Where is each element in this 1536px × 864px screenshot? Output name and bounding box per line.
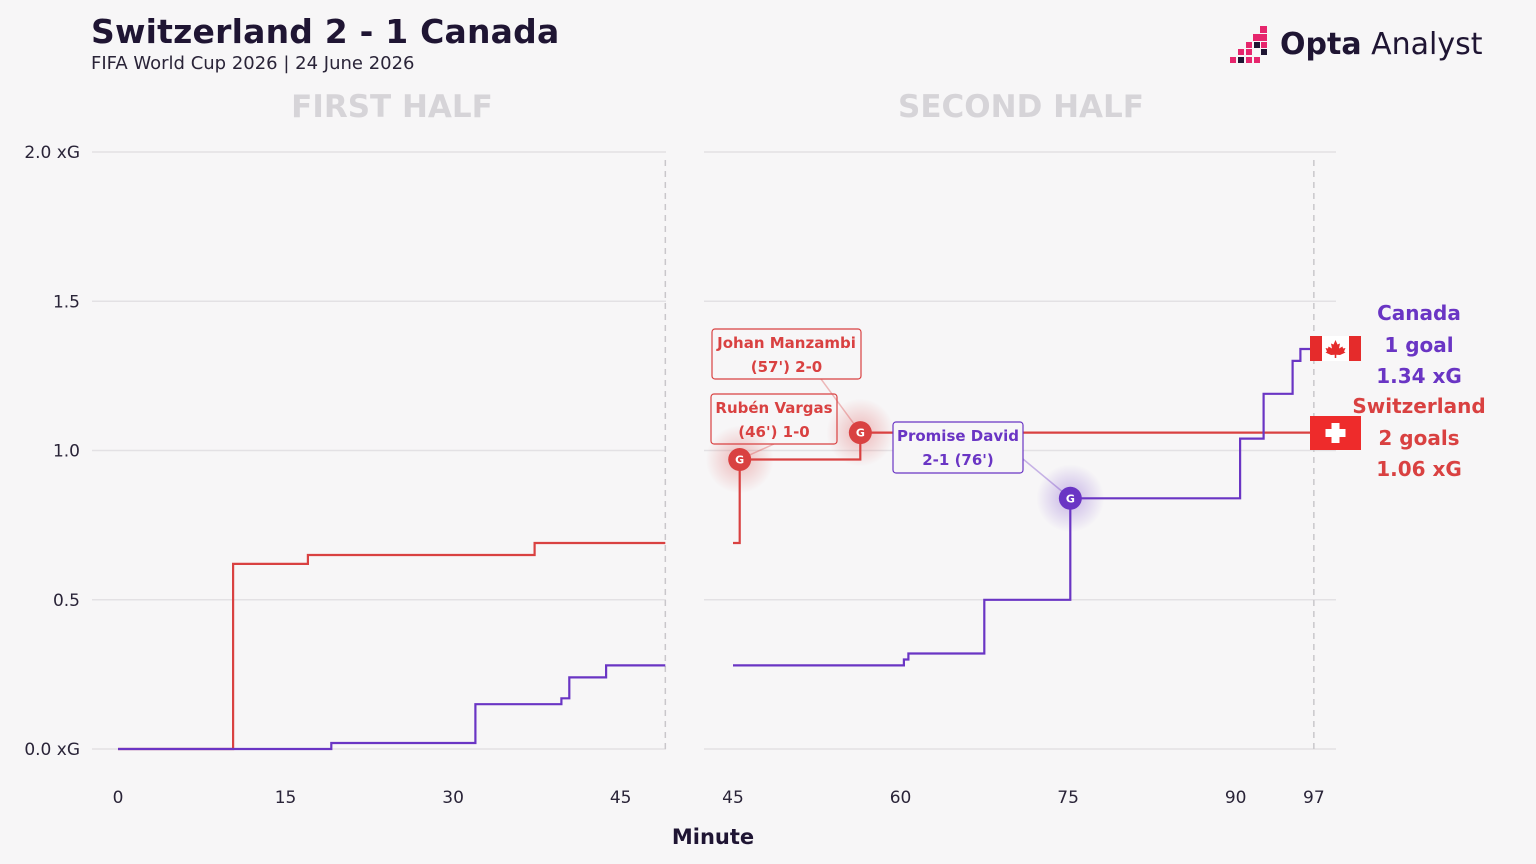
x-tick-label: 0 [113,788,124,808]
x-tick-label: 15 [275,788,297,808]
team-name-canada: Canada [1377,301,1461,325]
goal-scorer-label: Johan Manzambi [716,334,856,352]
goal-label-box [892,421,1024,474]
maple-leaf-icon [1325,340,1346,358]
team-xg-canada: 1.34 xG [1376,364,1462,388]
x-tick-label: 75 [1057,788,1079,808]
team-goals-canada: 1 goal [1384,333,1453,357]
goal-marker-switzerland [848,421,872,445]
team-name-switzerland: Switzerland [1352,394,1485,418]
goal-scorer-label: Promise David [897,427,1019,445]
series-line-switzerland [118,541,666,751]
panel-title: FIRST HALF [291,89,493,125]
goal-label-box [711,328,862,380]
y-tick-label: 2.0 xG [24,143,80,163]
team-xg-switzerland: 1.06 xG [1376,457,1462,481]
series-line-canada [118,664,666,751]
x-tick-label: 60 [890,788,912,808]
opta-analyst-wordmark: Opta Analyst [1280,26,1483,62]
goal-score-label: 2-1 (76') [922,451,994,469]
x-axis-label: Minute [672,825,754,849]
y-tick-label: 0.0 xG [24,740,80,760]
y-tick-label: 1.5 [53,292,80,312]
panel-title: SECOND HALF [898,89,1144,125]
goal-marker-canada [1058,486,1082,510]
goal-marker-letter: G [1066,492,1075,505]
canada-flag [1310,336,1361,361]
chart-subtitle: FIFA World Cup 2026 | 24 June 2026 [91,53,415,74]
opta-logo-icon [1230,26,1267,63]
goal-scorer-label: Rubén Vargas [715,399,832,417]
x-tick-label: 90 [1225,788,1247,808]
chart-title: Switzerland 2 - 1 Canada [91,12,560,51]
goal-marker-letter: G [856,427,865,440]
y-tick-label: 1.0 [53,442,80,462]
goal-score-label: (57') 2-0 [751,358,823,376]
team-goals-switzerland: 2 goals [1378,426,1459,450]
goal-marker-letter: G [735,453,744,466]
switzerland-flag [1310,416,1361,450]
series-line-canada [733,347,1314,667]
x-tick-label: 45 [722,788,744,808]
opta-analyst-logo: Opta Analyst [1226,22,1483,66]
goal-marker-switzerland [728,447,752,471]
x-tick-label: 30 [442,788,464,808]
y-tick-label: 0.5 [53,591,80,611]
x-tick-label: 45 [610,788,632,808]
x-tick-label: 97 [1303,788,1325,808]
